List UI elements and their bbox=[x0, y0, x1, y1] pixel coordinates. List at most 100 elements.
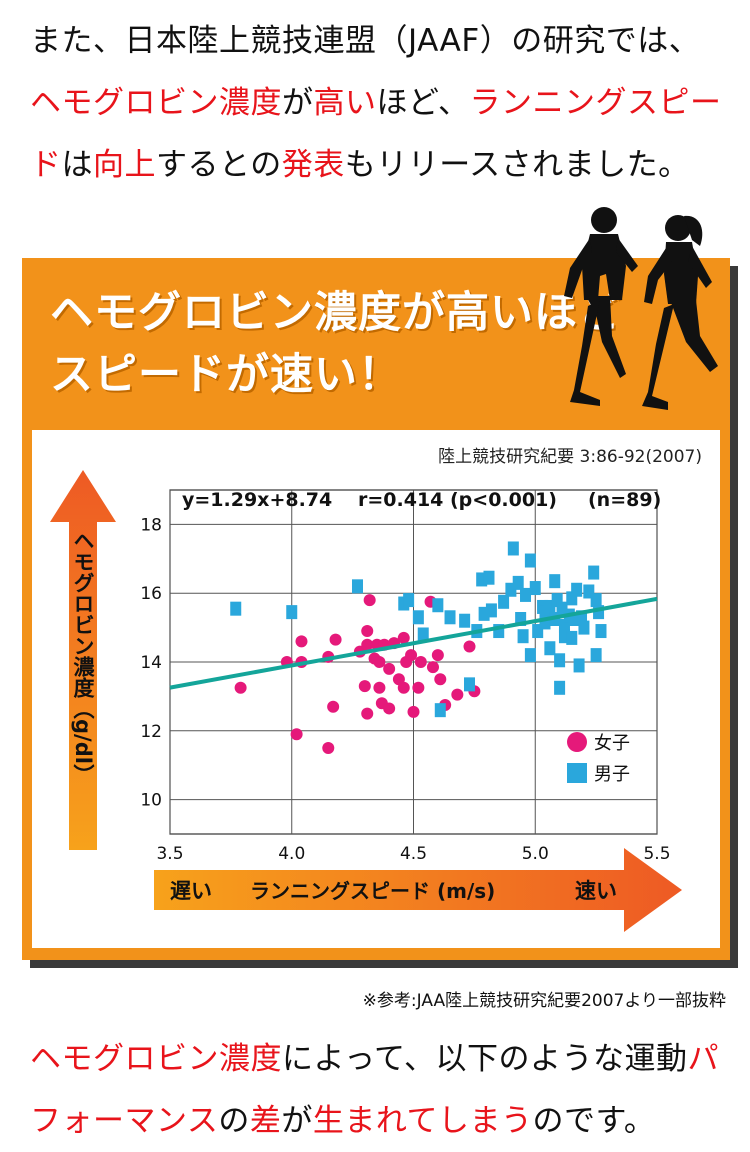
male-data-point bbox=[578, 620, 590, 635]
male-data-point bbox=[351, 579, 363, 594]
headline: ヘモグロビン濃度が高いほど スピードが速い！ bbox=[50, 282, 690, 406]
female-data-point bbox=[397, 631, 410, 644]
male-data-point bbox=[230, 601, 242, 616]
female-data-point bbox=[361, 638, 374, 651]
x-tick-label: 3.5 bbox=[156, 844, 183, 864]
headline-line-2: スピードが速い！ bbox=[50, 350, 402, 400]
runners-silhouette-icon bbox=[564, 207, 718, 410]
male-data-point bbox=[524, 648, 536, 663]
male-data-point bbox=[551, 593, 563, 608]
intro-line-3: ドは向上するとの発表もリリースされました。 bbox=[30, 147, 690, 183]
y-axis-arrow: ヘモグロビン濃度（g/dl） bbox=[50, 470, 116, 850]
x-tick-label: 4.5 bbox=[400, 844, 427, 864]
male-data-point bbox=[554, 680, 566, 695]
female-data-point bbox=[426, 661, 439, 674]
male-data-point bbox=[464, 677, 476, 692]
male-data-point bbox=[483, 570, 495, 585]
female-data-point bbox=[434, 673, 447, 686]
male-data-point bbox=[459, 613, 471, 628]
female-data-point bbox=[383, 702, 396, 715]
female-data-point bbox=[373, 656, 386, 668]
male-data-point bbox=[286, 605, 298, 620]
male-data-point bbox=[507, 541, 519, 556]
male-data-point bbox=[571, 582, 583, 597]
outro-line-1: ヘモグロビン濃度によって、以下のような運動パ bbox=[30, 1041, 719, 1077]
data-points bbox=[230, 541, 607, 754]
male-data-point bbox=[544, 641, 556, 656]
male-data-point bbox=[478, 606, 490, 621]
regression-equation: y=1.29x+8.74 bbox=[182, 489, 332, 511]
male-data-point bbox=[576, 610, 588, 625]
trend-line bbox=[169, 596, 658, 690]
reference-note: ※参考:JAA陸上競技研究紀要2007より一部抜粋 bbox=[362, 991, 726, 1011]
x-tick-label: 5.0 bbox=[522, 844, 549, 864]
x-tick-label: 5.5 bbox=[643, 844, 670, 864]
x-axis-label: ランニングスピード (m/s) bbox=[250, 879, 495, 903]
male-data-point bbox=[524, 553, 536, 568]
female-data-point bbox=[363, 594, 376, 607]
male-data-point bbox=[554, 653, 566, 668]
y-tick-label: 16 bbox=[140, 584, 162, 604]
male-data-point bbox=[566, 591, 578, 606]
y-tick-label: 14 bbox=[140, 653, 162, 673]
legend-female-marker bbox=[567, 732, 587, 752]
intro-paragraph: また、日本陸上競技連盟（JAAF）の研究では、 ヘモグロビン濃度が高いほど、ラン… bbox=[30, 10, 730, 196]
x-tick-label: 4.0 bbox=[278, 844, 305, 864]
male-data-point bbox=[558, 629, 570, 644]
correlation-label: r=0.414 (p<0.001) bbox=[358, 489, 557, 511]
male-data-point bbox=[476, 572, 488, 587]
male-data-point bbox=[412, 610, 424, 625]
y-tick-label: 18 bbox=[140, 515, 162, 535]
male-data-point bbox=[434, 703, 446, 718]
male-data-point bbox=[493, 624, 505, 639]
male-data-point bbox=[403, 593, 415, 608]
female-data-point bbox=[463, 640, 476, 653]
male-data-point bbox=[590, 648, 602, 663]
female-data-point bbox=[412, 681, 425, 694]
female-data-point bbox=[414, 656, 427, 668]
intro-line-2: ヘモグロビン濃度が高いほど、ランニングスピー bbox=[30, 85, 722, 121]
source-citation: 陸上競技研究紀要 3:86-92(2007) bbox=[438, 447, 702, 467]
female-data-point bbox=[397, 681, 410, 694]
male-data-point bbox=[544, 599, 556, 614]
male-data-point bbox=[549, 574, 561, 589]
y-axis-label: ヘモグロビン濃度（g/dl） bbox=[71, 530, 95, 785]
tick-labels: 10 12 14 16 18 3.5 4.0 4.5 5.0 5.5 bbox=[140, 515, 670, 864]
male-data-point bbox=[568, 612, 580, 626]
male-data-point bbox=[517, 629, 529, 644]
female-data-point bbox=[451, 688, 464, 701]
male-data-point bbox=[583, 584, 595, 599]
male-data-point bbox=[520, 587, 532, 602]
male-data-point bbox=[593, 605, 605, 620]
female-data-point bbox=[361, 707, 374, 720]
male-data-point bbox=[417, 627, 429, 642]
male-data-point bbox=[532, 624, 544, 639]
legend-male-label: 男子 bbox=[594, 764, 630, 785]
male-data-point bbox=[498, 594, 510, 609]
female-data-point bbox=[295, 635, 308, 648]
chart-area: 陸上競技研究紀要 3:86-92(2007) ヘモグロビン濃度（g/dl） 遅い… bbox=[32, 430, 720, 948]
x-axis-arrow: 遅い ランニングスピード (m/s) 速い bbox=[154, 848, 682, 932]
intro-line-1: また、日本陸上競技連盟（JAAF）の研究では、 bbox=[30, 23, 701, 59]
male-data-point bbox=[505, 582, 517, 597]
female-data-point bbox=[234, 681, 247, 694]
male-data-point bbox=[485, 603, 497, 618]
female-data-point bbox=[407, 705, 420, 718]
scatter-chart: ヘモグロビン濃度（g/dl） 遅い ランニングスピード (m/s) 速い 101… bbox=[50, 470, 682, 932]
x-axis-slow-label: 遅い bbox=[170, 879, 212, 903]
male-data-point bbox=[588, 565, 600, 580]
headline-line-1: ヘモグロビン濃度が高いほど bbox=[50, 288, 622, 338]
female-data-point bbox=[358, 680, 371, 693]
female-data-point bbox=[373, 681, 386, 694]
male-data-point bbox=[590, 593, 602, 608]
female-data-point bbox=[290, 728, 303, 741]
legend: 女子 男子 bbox=[567, 732, 630, 785]
y-tick-label: 12 bbox=[140, 722, 162, 742]
legend-male-marker bbox=[567, 763, 587, 783]
male-data-point bbox=[444, 610, 456, 625]
female-data-point bbox=[361, 625, 374, 638]
legend-female-label: 女子 bbox=[594, 733, 630, 754]
sample-size-label: (n=89) bbox=[588, 489, 661, 511]
female-data-point bbox=[405, 649, 418, 662]
male-data-point bbox=[566, 630, 578, 645]
